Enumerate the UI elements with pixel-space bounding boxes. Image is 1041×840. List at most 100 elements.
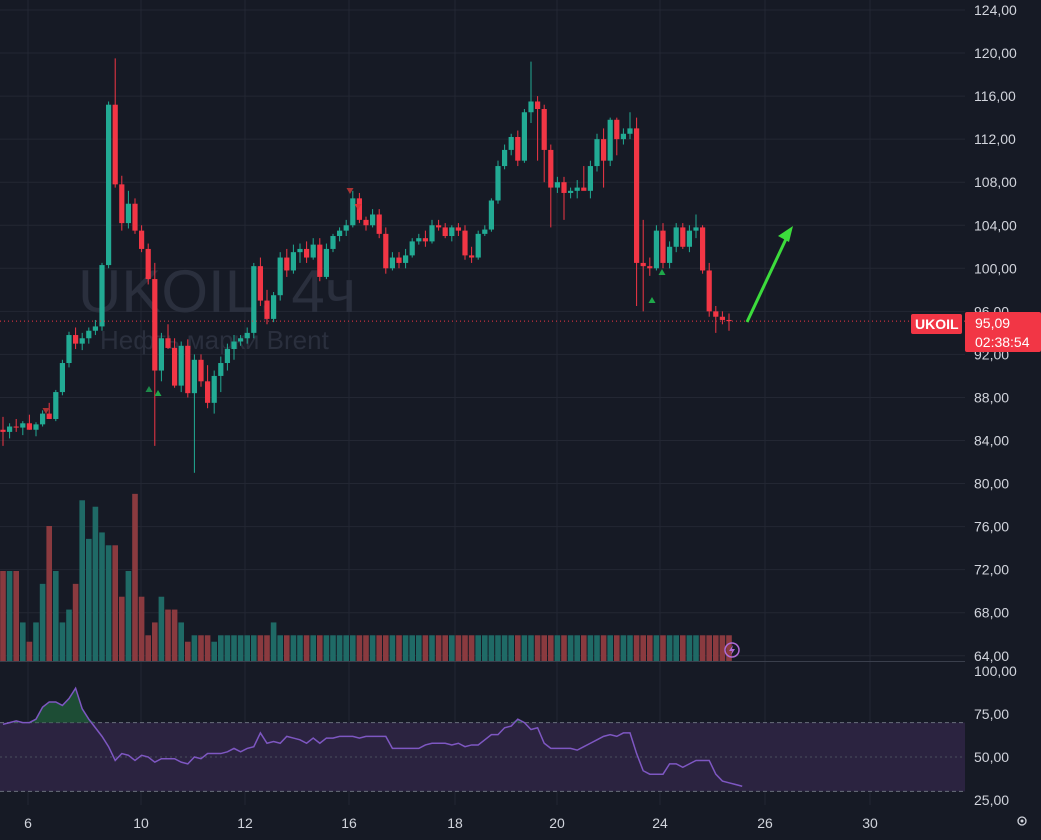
volume-bar	[402, 635, 409, 661]
settings-button[interactable]	[1017, 816, 1027, 826]
candle-body	[469, 255, 475, 258]
volume-bar	[449, 635, 455, 661]
volume-bar	[409, 635, 415, 661]
candle-body	[706, 270, 712, 312]
candle-body	[627, 128, 633, 134]
candle-body	[40, 413, 46, 425]
watermark: UKOIL, 4ч Нефть марки Brent	[78, 258, 356, 355]
volume-bar	[178, 622, 184, 661]
price-tick-label: 84,00	[974, 433, 1009, 449]
candle-body	[548, 149, 554, 188]
candle-body	[244, 332, 250, 339]
candle-body	[713, 311, 719, 317]
volume-bar	[66, 609, 72, 661]
candle-body	[528, 101, 534, 113]
candle-body	[561, 182, 567, 193]
candle-body	[383, 233, 389, 269]
candle-body	[185, 345, 191, 394]
volume-bar	[72, 583, 79, 661]
volume-bar	[561, 635, 567, 661]
candle-body	[178, 345, 184, 386]
time-tick-label: 12	[237, 815, 253, 831]
volume-bar	[79, 500, 85, 661]
volume-bar	[653, 635, 660, 661]
volume-bar	[356, 635, 363, 661]
volume-bar	[594, 635, 600, 661]
candle-body	[614, 119, 620, 140]
candle-body	[409, 241, 415, 256]
volume-bar	[482, 635, 488, 661]
candle-body	[198, 359, 204, 382]
lightning-icon-circle	[724, 642, 740, 658]
price-tick-label: 104,00	[974, 217, 1017, 233]
gear-icon-center	[1020, 819, 1024, 823]
candle-body	[106, 104, 112, 266]
volume-bar	[317, 635, 323, 661]
volume-bar	[475, 635, 481, 661]
volume-bar	[429, 635, 435, 661]
rsi-line	[2, 686, 743, 787]
volume-bar	[92, 506, 99, 661]
rsi-tick-label: 100,00	[974, 663, 1017, 679]
volume-bar	[185, 641, 191, 661]
price-tick-label: 68,00	[974, 605, 1009, 621]
candle-body	[601, 139, 607, 161]
volume-bar	[587, 635, 594, 661]
candle-body	[297, 248, 303, 253]
volume-bar	[574, 635, 580, 661]
candle-body	[475, 233, 481, 258]
volume-bar	[277, 635, 283, 661]
volume-bar	[6, 571, 13, 661]
candle-body	[356, 198, 362, 220]
volume-bar	[726, 635, 732, 661]
ticker-badge-label: UKOIL	[915, 316, 959, 332]
candle-body	[482, 229, 488, 234]
volume-bar	[198, 635, 204, 661]
candle-body	[0, 429, 6, 432]
candle-body	[132, 203, 138, 231]
candle-body	[442, 227, 448, 237]
alert-icon[interactable]	[724, 642, 740, 658]
rsi-axis: 100,00 75,00 50,00 25,00	[974, 663, 1017, 808]
candle-body	[634, 128, 640, 263]
volume-bar	[152, 622, 158, 661]
rsi-overbought-fill	[9, 688, 525, 723]
volume-bar	[396, 635, 402, 661]
gear-icon	[1017, 816, 1027, 826]
price-tick-label: 116,00	[974, 88, 1016, 104]
volume-bar	[528, 635, 534, 661]
volume-bar	[455, 635, 462, 661]
volume-bar	[515, 635, 521, 661]
candle-body	[66, 335, 72, 364]
candle-body	[139, 230, 145, 249]
volume-bar	[211, 641, 217, 661]
candle-body	[13, 426, 19, 428]
volume-bar	[495, 635, 501, 661]
volume-bar	[706, 635, 712, 661]
price-tick-label: 80,00	[974, 476, 1009, 492]
candle-body	[86, 330, 92, 339]
volume-bar	[310, 635, 316, 661]
candle-body	[363, 219, 369, 226]
candle-body	[238, 338, 244, 342]
volume-bar	[462, 635, 468, 661]
candle-body	[59, 363, 65, 393]
candle-body	[508, 137, 514, 150]
candle-body	[33, 424, 39, 430]
ticker-badge	[911, 314, 962, 334]
volume-bar	[541, 635, 547, 661]
candle-body	[158, 338, 164, 371]
candle-body	[700, 227, 706, 271]
time-tick-label: 26	[757, 815, 773, 831]
volume-bar	[218, 635, 224, 661]
volume-bar	[600, 635, 607, 661]
volume-bar	[39, 583, 46, 661]
volume-bar	[290, 635, 297, 661]
candle-body	[719, 316, 725, 320]
volume-bar	[416, 635, 422, 661]
candle-body	[46, 413, 52, 419]
price-tick-label: 64,00	[974, 648, 1009, 664]
time-axis: 6 10 12 16 18 20 24 26 30	[24, 815, 878, 831]
candle-body	[495, 166, 501, 201]
